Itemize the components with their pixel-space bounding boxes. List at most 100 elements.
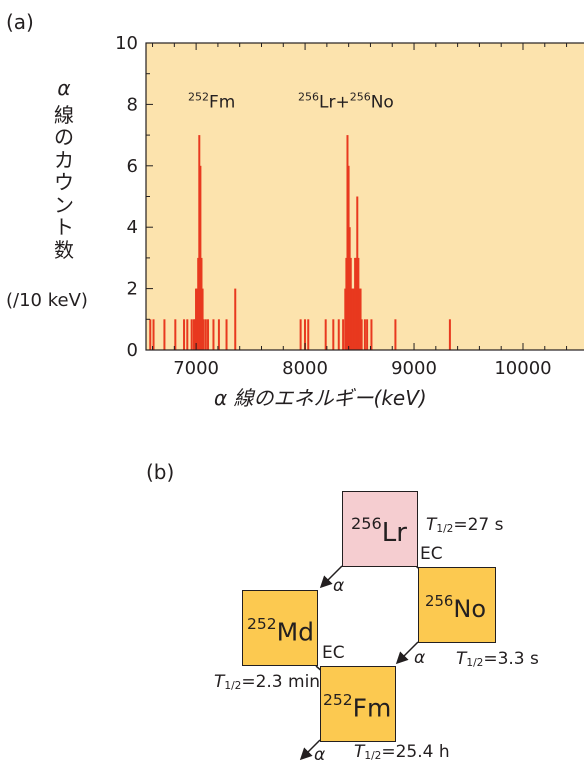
histogram-bar-10: [196, 288, 199, 350]
histogram-bar-43: [358, 288, 361, 350]
panel-a-label: (a): [6, 10, 34, 34]
axis-ticks: [146, 42, 568, 351]
histogram-bar-25: [307, 319, 310, 350]
histogram-bar-9: [195, 288, 198, 350]
histogram-bar-38: [353, 288, 356, 350]
annotation-fm252-symbol: Fm: [209, 92, 235, 112]
half-life-fm252: T1/2=25.4 h: [354, 742, 450, 763]
x-tick-label-7000: 7000: [173, 358, 219, 379]
histogram-bar-49: [394, 319, 397, 350]
y-tick-label-4: 4: [127, 217, 138, 238]
x-tick-label-8000: 8000: [282, 358, 328, 379]
decay-fm-alpha: α: [314, 745, 326, 765]
histogram-bars: [149, 135, 451, 350]
plot-background: [146, 43, 584, 350]
y-axis-label-char-5: ン: [54, 192, 74, 217]
histogram-bar-12: [198, 135, 201, 350]
histogram-bar-20: [217, 319, 220, 350]
histogram-bar-16: [202, 319, 205, 350]
y-axis-unit: (/10 keV): [6, 290, 88, 311]
half-life-no256: T1/2=3.3 s: [456, 649, 539, 670]
annotation-lr256-no256: 256Lr+256No: [298, 90, 394, 112]
histogram-bar-15: [201, 288, 204, 350]
histogram-bar-2: [163, 319, 166, 350]
histogram-bar-29: [342, 319, 345, 350]
histogram-bar-32: [346, 135, 349, 350]
annotation-lr-mass: 256: [298, 90, 319, 103]
histogram-bar-35: [349, 257, 352, 350]
histogram-bar-18: [207, 319, 210, 350]
annotation-fm252-mass: 252: [188, 90, 209, 103]
histogram-bar-44: [359, 288, 362, 350]
histogram-bar-19: [212, 319, 215, 350]
histogram-bar-39: [354, 257, 357, 350]
histogram-bar-40: [355, 257, 358, 350]
histogram-bar-37: [351, 288, 354, 350]
decay-lr-ec: EC: [420, 544, 443, 564]
y-tick-label-6: 6: [127, 156, 138, 177]
histogram-bar-13: [199, 165, 202, 350]
histogram-bar-4: [183, 319, 186, 350]
y-axis-label-char-0: α: [57, 76, 71, 100]
y-axis-label-char-2: の: [54, 125, 74, 149]
alpha-energy-histogram: 0 2 4 6 8 10 7000 8000 9000 10000 252Fm 256Lr+256…: [115, 33, 584, 379]
histogram-bar-47: [366, 319, 369, 350]
histogram-bar-45: [360, 319, 363, 350]
annotation-fm252: 252Fm: [188, 90, 235, 112]
x-axis-label-text: α 線のエネルギー(keV): [214, 386, 427, 410]
histogram-bar-14: [200, 257, 203, 350]
histogram-bar-1: [152, 319, 155, 350]
histogram-bar-17: [204, 319, 207, 350]
histogram-bar-11: [197, 257, 200, 350]
histogram-bar-8: [193, 319, 196, 350]
histogram-bar-0: [149, 319, 152, 350]
decay-lr-alpha: α: [333, 576, 345, 596]
nuclide-label-no256: 256No: [425, 592, 487, 624]
y-tick-label-8: 8: [127, 94, 138, 115]
annotation-no-symbol: No: [371, 92, 394, 112]
decay-md-ec: EC: [322, 643, 345, 663]
y-axis-label-char-6: ト: [54, 215, 74, 239]
histogram-bar-34: [348, 227, 351, 350]
nuclide-box-md252: 252Md: [242, 590, 318, 666]
histogram-bar-5: [186, 319, 189, 350]
y-axis-label-char-4: ウ: [54, 170, 74, 194]
nuclide-label-lr256: 256Lr: [351, 514, 407, 549]
histogram-bar-28: [337, 319, 340, 350]
x-axis-label: α 線のエネルギー(keV): [214, 382, 427, 411]
nuclide-label-md252: 252Md: [247, 615, 315, 647]
x-tick-label-10000: 10000: [494, 358, 551, 379]
y-axis-label-char-7: 数: [54, 237, 74, 262]
panel-b-label: (b): [146, 460, 175, 484]
nuclide-box-no256: 256No: [418, 567, 496, 643]
half-life-md252: T1/2=2.3 min: [214, 672, 321, 693]
nuclide-label-fm252: 252Fm: [323, 691, 392, 723]
nuclide-box-lr256: 256Lr: [342, 491, 418, 567]
histogram-bar-42: [357, 257, 360, 350]
histogram-bar-46: [363, 319, 366, 350]
decay-no-alpha: α: [414, 648, 426, 668]
histogram-bar-23: [299, 319, 302, 350]
y-tick-label-10: 10: [115, 33, 138, 54]
histogram-bar-50: [448, 319, 451, 350]
y-tick-label-2: 2: [127, 279, 138, 300]
histogram-bar-36: [350, 288, 353, 350]
y-axis-label-char-1: 線: [54, 102, 74, 127]
histogram-bar-30: [344, 288, 347, 350]
x-tick-label-9000: 9000: [391, 358, 437, 379]
histogram-bar-21: [225, 319, 228, 350]
tick-labels: 0 2 4 6 8 10 7000 8000 9000 10000: [115, 33, 552, 379]
annotation-no-mass: 256: [350, 90, 371, 103]
histogram-bar-27: [332, 319, 335, 350]
histogram-bar-7: [192, 319, 195, 350]
histogram-bar-3: [174, 319, 177, 350]
half-life-lr256: T1/2=27 s: [426, 515, 504, 536]
histogram-bar-33: [347, 165, 350, 350]
y-axis-label-char-3: カ: [54, 147, 74, 172]
y-tick-label-0: 0: [127, 340, 138, 361]
histogram-bar-41: [356, 196, 359, 350]
histogram-bar-24: [303, 319, 306, 350]
histogram-bar-48: [370, 319, 373, 350]
histogram-bar-6: [190, 319, 193, 350]
histogram-bar-31: [345, 257, 348, 350]
